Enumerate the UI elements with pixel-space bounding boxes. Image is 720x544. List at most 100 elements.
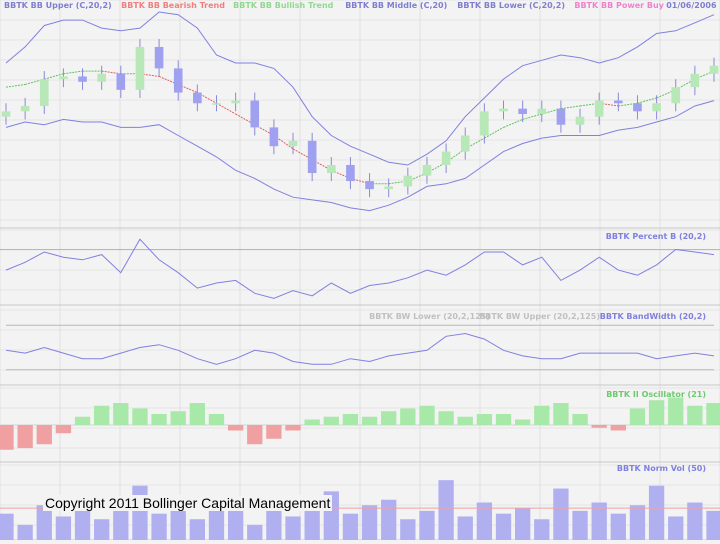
- bb-middle-segment: [63, 70, 83, 75]
- volume-bar: [285, 516, 301, 540]
- oscillator-bar: [247, 425, 263, 445]
- legend-main-item: BBTK BB Lower (C,20,2): [457, 1, 565, 10]
- bb-middle-segment: [503, 118, 523, 128]
- bb-middle-segment: [158, 75, 179, 85]
- candle-body: [59, 76, 68, 80]
- volume-bar: [438, 480, 454, 540]
- oscillator-bar: [706, 403, 720, 425]
- legend-main-item: 01/06/2006 = 17.88 (-0.02): [666, 1, 720, 10]
- volume-bar: [553, 488, 569, 540]
- oscillator-bar: [170, 411, 186, 425]
- candle-body: [690, 73, 700, 88]
- oscillator-bar: [381, 411, 397, 425]
- oscillator-bar: [189, 403, 206, 425]
- oscillator-bar: [572, 414, 588, 425]
- candle-body: [365, 181, 374, 190]
- volume-bar: [476, 502, 493, 540]
- volume-bar: [361, 505, 378, 540]
- bb-middle-segment: [560, 105, 581, 110]
- oscillator-bar: [266, 425, 282, 439]
- oscillator-bar: [36, 425, 52, 445]
- volume-bar: [208, 510, 225, 540]
- candle-body: [326, 164, 336, 174]
- candle-body: [39, 79, 49, 106]
- bandwidth-upper-label: BBTK BW Upper (20,2,125): [479, 312, 600, 321]
- oscillator-bar: [553, 403, 569, 425]
- oscillator-bar: [629, 408, 646, 425]
- volume-bar: [514, 508, 531, 540]
- oscillator-bar: [687, 405, 703, 425]
- oscillator-bar: [591, 425, 607, 428]
- volume-bar: [36, 505, 52, 540]
- volume-bar: [304, 508, 320, 540]
- candle-body: [614, 100, 623, 104]
- legend-main-item: BBTK BB Power Buy: [574, 1, 664, 10]
- candle-body: [307, 140, 317, 174]
- ii-oscillator-label: BBTK II Oscillator (21): [606, 390, 706, 399]
- volume-bar: [170, 502, 186, 540]
- volume-bar: [94, 519, 110, 540]
- candle-body: [269, 127, 279, 147]
- volume-bar: [610, 513, 626, 540]
- oscillator-bar: [323, 416, 339, 425]
- bandwidth-line: [5, 332, 715, 365]
- volume-bar: [189, 519, 206, 540]
- volume-bar: [572, 510, 588, 540]
- candle-body: [422, 164, 432, 176]
- candle-body: [537, 108, 547, 114]
- volume-bar: [457, 516, 473, 540]
- volume-bar: [266, 502, 282, 540]
- legend-main-item: BBTK BB Bearish Trend: [121, 1, 225, 10]
- volume-bar: [113, 510, 129, 540]
- bb-middle-segment: [656, 89, 676, 99]
- candle-body: [78, 76, 87, 82]
- candle-body: [1, 111, 11, 117]
- oscillator-bar: [208, 414, 225, 425]
- bb-upper-line: [5, 11, 715, 166]
- legend-main-item: BBTK BB Middle (C,20): [345, 1, 447, 10]
- percent-b-label: BBTK Percent B (20,2): [606, 232, 706, 241]
- oscillator-bar: [342, 414, 359, 425]
- volume-bar: [495, 513, 512, 540]
- candle-body: [671, 87, 681, 104]
- bb-middle-segment: [637, 97, 657, 104]
- candle-body: [518, 108, 527, 114]
- oscillator-bar: [648, 400, 665, 425]
- oscillator-bar: [0, 425, 14, 450]
- candle-body: [499, 108, 508, 112]
- candle-body: [594, 100, 604, 117]
- oscillator-bar: [610, 425, 626, 431]
- volume-bar: [687, 502, 703, 540]
- volume-bar: [132, 485, 148, 540]
- percent-b-line: [5, 238, 715, 299]
- oscillator-bar: [17, 425, 33, 449]
- bb-middle-segment: [101, 70, 121, 75]
- oscillator-bar: [227, 425, 244, 431]
- legend-main-item: BBTK BB Bullish Trend: [233, 1, 334, 10]
- oscillator-bar: [94, 405, 110, 425]
- volume-bar: [342, 513, 359, 540]
- oscillator-bar: [304, 419, 320, 425]
- oscillator-bar: [495, 414, 512, 425]
- volume-bar: [400, 519, 416, 540]
- norm-vol-label: BBTK Norm Vol (50): [617, 464, 706, 473]
- oscillator-bar: [438, 411, 454, 425]
- candle-body: [193, 92, 202, 104]
- oscillator-bar: [419, 405, 435, 425]
- candle-body: [346, 164, 355, 182]
- legend-main-item: BBTK BB Upper (C,20,2): [4, 1, 112, 10]
- bb-middle-segment: [216, 102, 236, 115]
- oscillator-bar: [55, 425, 72, 434]
- volume-bar: [381, 499, 397, 540]
- candle-body: [135, 46, 145, 90]
- candle-body: [250, 100, 260, 128]
- volume-bar: [534, 519, 550, 540]
- oscillator-bar: [534, 405, 550, 425]
- volume-bar: [629, 505, 646, 540]
- candle-body: [441, 151, 451, 165]
- bb-lower-line: [5, 100, 715, 212]
- oscillator-bar: [113, 403, 129, 425]
- bb-middle-segment: [522, 113, 542, 120]
- candle-body: [709, 65, 719, 74]
